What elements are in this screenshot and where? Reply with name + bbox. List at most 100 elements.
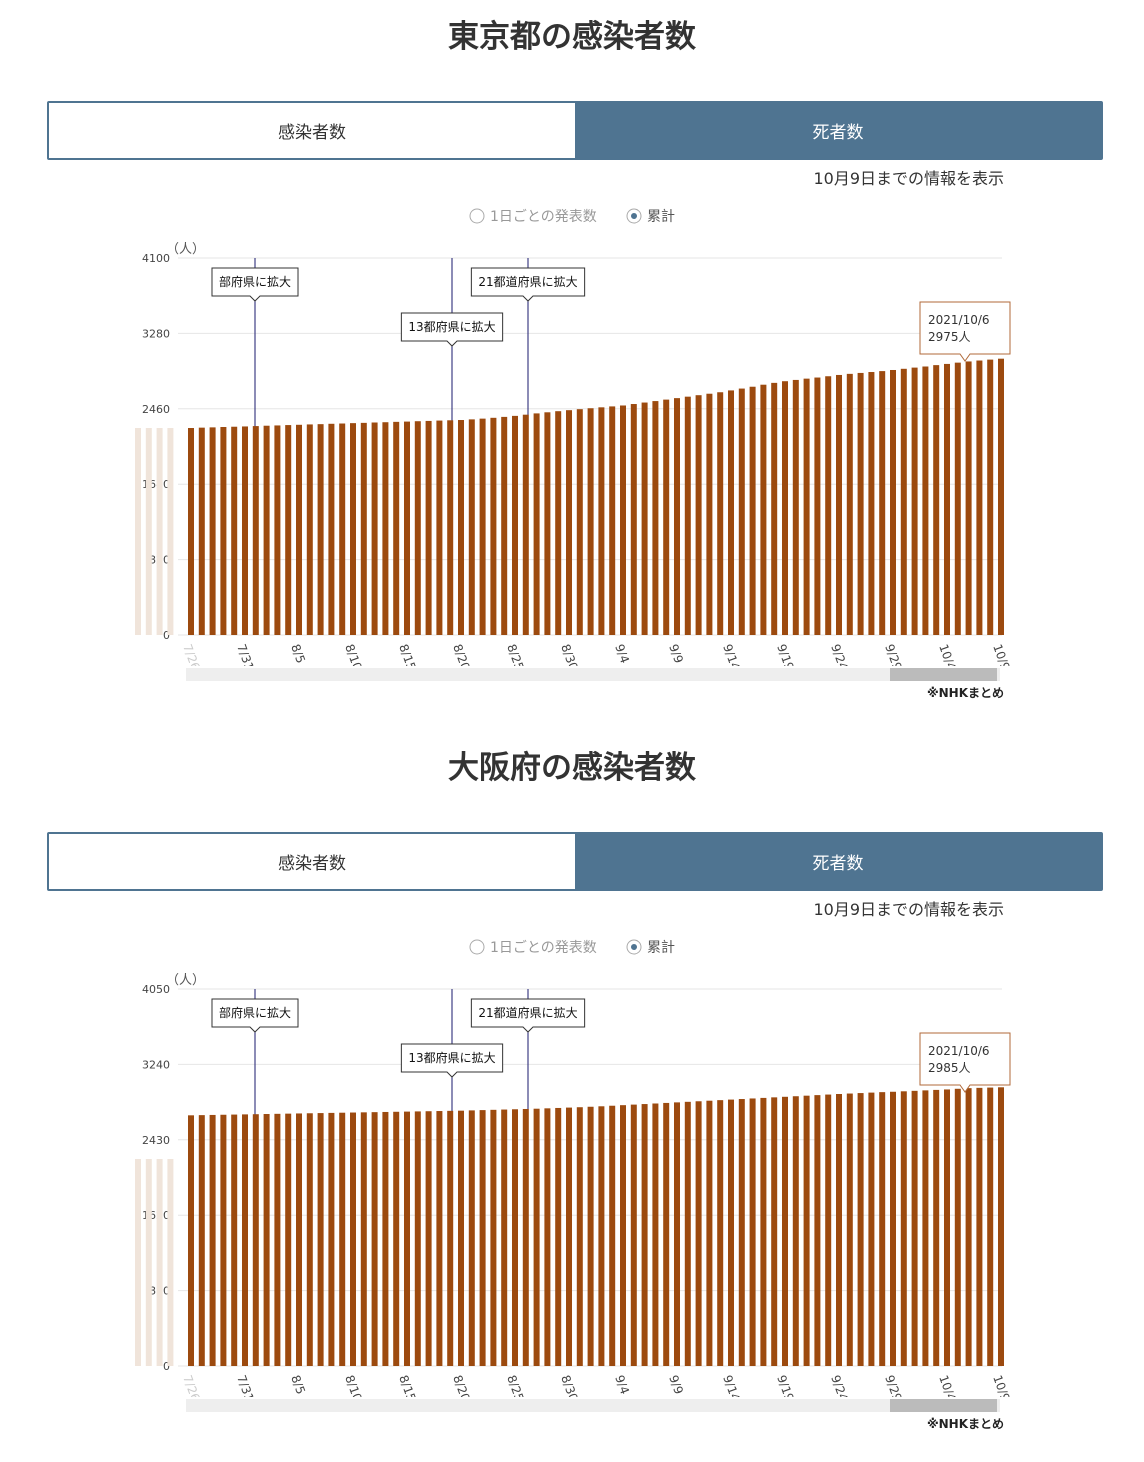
bar [911, 367, 918, 635]
bar [695, 395, 702, 635]
bar [436, 420, 443, 635]
bar [760, 1097, 767, 1366]
x-tick-label: 9/9 [666, 642, 686, 665]
bar [209, 1114, 216, 1366]
tabs: 感染者数 死者数 [47, 832, 1103, 891]
bar [868, 372, 875, 635]
x-tick-label: 9/24 [828, 1373, 850, 1403]
bar [350, 1112, 356, 1366]
bar [857, 1093, 864, 1366]
scroll-thumb[interactable] [890, 1399, 997, 1412]
bar [458, 1110, 464, 1366]
x-tick-label: 8/20 [450, 1373, 472, 1403]
bar [576, 409, 583, 635]
bar [479, 1110, 486, 1366]
radio-button[interactable] [469, 208, 485, 224]
bar [414, 421, 421, 635]
tab[interactable]: 感染者数 [278, 854, 346, 874]
bar [900, 368, 907, 635]
annotation-box [470, 998, 586, 1033]
faded-bar [156, 1159, 163, 1366]
bar [922, 1090, 929, 1366]
scroll-track [186, 668, 1000, 681]
bar [609, 406, 616, 635]
bar [306, 1113, 313, 1366]
annotation-text: 部府県に拡大 [219, 1005, 291, 1020]
annotation-text: 21都道府県に拡大 [478, 274, 577, 289]
bar [447, 420, 454, 635]
bar [350, 423, 356, 635]
faded-bar [145, 428, 152, 635]
bar [252, 426, 259, 635]
bar [360, 1112, 367, 1366]
tooltip-value: 2985人 [928, 1061, 971, 1075]
bar [490, 417, 497, 635]
y-tick-label: 2460 [142, 403, 170, 416]
bar [598, 407, 605, 635]
bar [296, 1113, 302, 1366]
annotation-box [400, 312, 504, 347]
bar [576, 1107, 583, 1366]
bar [954, 1088, 961, 1366]
x-tick-label: 8/30 [558, 642, 580, 672]
x-tick-label: 9/4 [612, 1373, 632, 1396]
bar [749, 1098, 756, 1366]
y-tick-label: 3280 [142, 327, 170, 340]
bar [501, 416, 508, 635]
bar [684, 396, 691, 635]
bar [738, 388, 745, 635]
bar [360, 422, 367, 635]
bar [922, 366, 929, 635]
tab[interactable]: 死者数 [575, 834, 1101, 889]
y-tick-label: 0 [163, 1360, 170, 1373]
chart: 東京都の感染者数10月9日までの情報を表示1日ごとの発表数累計（人）082016… [135, 19, 1011, 700]
bar [274, 1113, 281, 1366]
bar [803, 378, 810, 635]
x-tick-label: 9/19 [774, 1373, 796, 1403]
bar [944, 1089, 950, 1366]
x-tick-label: 10/4 [936, 642, 958, 672]
bar [339, 423, 346, 635]
annotation-text: 13都府県に拡大 [408, 1050, 495, 1065]
x-tick-label: 8/10 [342, 642, 364, 672]
scroll-thumb[interactable] [890, 668, 997, 681]
x-tick-label: 10/4 [936, 1373, 958, 1403]
x-tick-label: 9/29 [882, 642, 904, 672]
bar [522, 1108, 529, 1366]
tab[interactable]: 死者数 [575, 103, 1101, 158]
x-tick-label: 8/25 [504, 642, 526, 672]
x-tick-label: 7/31 [234, 642, 256, 672]
section-title: 東京都の感染者数 [448, 19, 696, 55]
bar [825, 1094, 832, 1366]
radio-button[interactable] [469, 939, 485, 955]
bar [371, 422, 378, 635]
bar [371, 1112, 378, 1366]
bar [220, 427, 227, 635]
faded-bar [156, 428, 163, 635]
bar [285, 1113, 292, 1366]
bar [620, 1105, 626, 1366]
bar [760, 384, 767, 635]
x-tick-label: 7/26 [180, 642, 202, 672]
bar [933, 365, 940, 635]
x-tick-label: 9/24 [828, 642, 850, 672]
bar [393, 421, 400, 635]
bar [717, 392, 724, 635]
y-tick-label: 2430 [142, 1134, 170, 1147]
bar [933, 1089, 940, 1366]
annotation-box [470, 267, 586, 302]
x-tick-label: 8/20 [450, 642, 472, 672]
section: 東京都の感染者数10月9日までの情報を表示1日ごとの発表数累計（人）082016… [47, 19, 1103, 700]
bar [512, 415, 518, 635]
bar [501, 1109, 508, 1366]
bar [857, 372, 864, 635]
bar [544, 1108, 551, 1366]
annotation-text: 13都府県に拡大 [408, 319, 495, 334]
bar [738, 1099, 745, 1366]
bar [479, 418, 486, 635]
x-tick-label: 8/30 [558, 1373, 580, 1403]
faded-bar [167, 428, 174, 635]
annotation-box [211, 998, 299, 1033]
bar [706, 393, 713, 635]
tab[interactable]: 感染者数 [278, 123, 346, 143]
